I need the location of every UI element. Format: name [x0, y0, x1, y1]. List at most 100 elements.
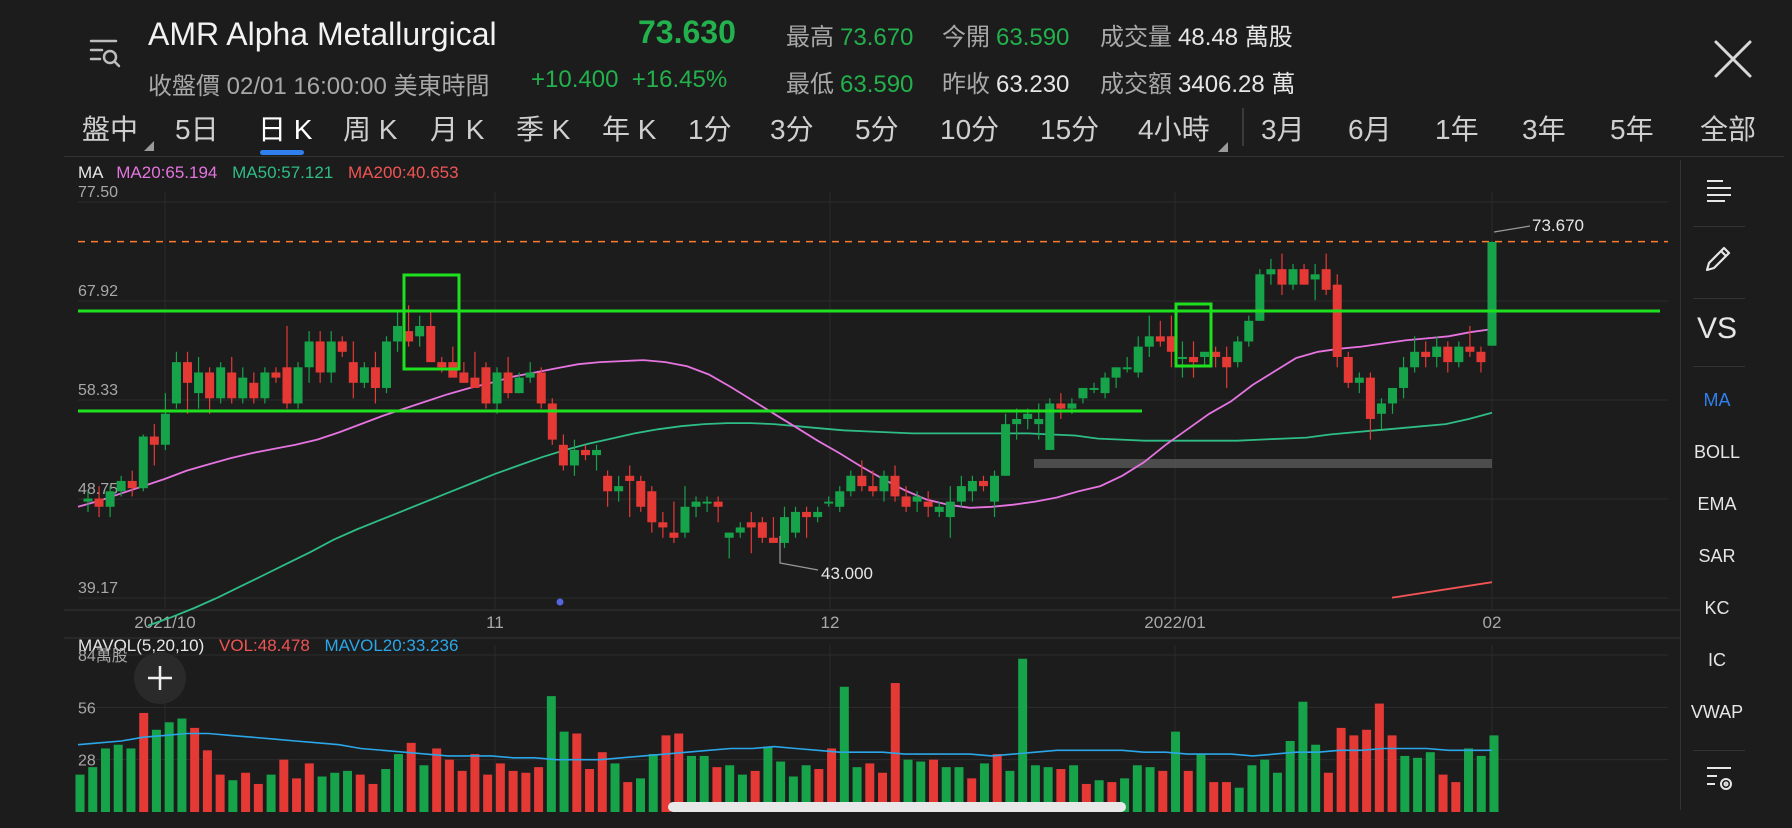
tab-16[interactable]: 3年 [1522, 114, 1566, 145]
candle-body [415, 325, 425, 337]
add-indicator-button[interactable] [134, 652, 186, 704]
candle-body [1089, 387, 1099, 390]
tab-18[interactable]: 全部 [1700, 114, 1757, 145]
tab-1[interactable]: 5日 [175, 114, 219, 145]
ma50-line [147, 411, 1493, 627]
indicator-sar[interactable]: SAR [1698, 546, 1736, 566]
candle-body [614, 486, 624, 492]
volume-bar [1362, 729, 1372, 812]
volume-bar [712, 767, 722, 812]
volume-bar [381, 769, 391, 812]
indicator-vwap[interactable]: VWAP [1690, 702, 1744, 722]
tab-12[interactable]: 4小時 [1138, 114, 1210, 145]
tab-7[interactable]: 1分 [688, 114, 732, 145]
candle-body [580, 449, 590, 456]
candle-body [238, 377, 248, 399]
volume-bar [585, 769, 595, 812]
volume-bar [1234, 787, 1244, 812]
candle-body [249, 382, 259, 399]
candle-body [603, 475, 613, 492]
indicator-ma[interactable]: MA [1703, 390, 1731, 410]
tab-17[interactable]: 5年 [1610, 114, 1654, 145]
stock-search-menu-icon[interactable] [88, 36, 122, 70]
candle-body [337, 341, 347, 352]
indicator-ic[interactable]: IC [1708, 650, 1726, 670]
candle-body [459, 372, 469, 383]
volume-bar [1311, 744, 1321, 812]
volume-bar [928, 759, 938, 812]
close-icon[interactable] [1712, 38, 1754, 80]
low-price-annotation: 43.000 [821, 564, 873, 583]
ma200-line [1391, 581, 1493, 599]
volume-bar [432, 748, 442, 812]
candle-body [691, 501, 701, 507]
candle-body [437, 362, 447, 368]
vol-legend: VOL:48.478 [219, 636, 310, 655]
tab-15[interactable]: 1年 [1435, 114, 1479, 145]
tab-14[interactable]: 6月 [1348, 114, 1392, 145]
candle-body [1321, 269, 1331, 290]
tab-2[interactable]: 日 K [258, 114, 313, 145]
volume-bar [279, 759, 289, 812]
candle-body [149, 436, 159, 445]
tab-11[interactable]: 15分 [1040, 114, 1100, 145]
candle-body [945, 501, 955, 518]
candle-body [348, 362, 358, 383]
tab-9[interactable]: 5分 [855, 114, 899, 145]
tab-0[interactable]: 盤中 [82, 114, 139, 145]
volume-bar [355, 774, 365, 812]
volume-bar [814, 769, 824, 812]
candle-body [990, 475, 1000, 502]
candle-body [967, 480, 977, 492]
plus-icon [148, 666, 172, 690]
candle-body [138, 436, 148, 489]
menu-lines-icon[interactable] [1705, 178, 1733, 202]
volume-bar [1171, 731, 1181, 812]
date-tick-label: 2022/01 [1144, 613, 1205, 632]
candle-body [1189, 356, 1199, 363]
candle-body [1266, 269, 1276, 275]
tab-3[interactable]: 周 K [343, 114, 398, 145]
tab-8[interactable]: 3分 [770, 114, 814, 145]
tab-13[interactable]: 3月 [1261, 114, 1305, 145]
chart-settings-icon[interactable] [1705, 764, 1735, 794]
volume-bar [292, 778, 302, 812]
range-bar [1034, 459, 1492, 468]
tab-4[interactable]: 月 K [430, 114, 485, 145]
ma20-legend: MA20:65.194 [116, 163, 218, 182]
candle-body [669, 532, 679, 538]
pencil-icon[interactable] [1703, 244, 1733, 274]
volume-bar [559, 731, 569, 812]
volume-bar [979, 763, 989, 812]
tab-10[interactable]: 10分 [940, 114, 1000, 145]
candle-body [1023, 413, 1033, 419]
volume-bar [419, 765, 429, 812]
price-tick-label: 77.50 [78, 184, 118, 201]
candle-body [116, 480, 126, 492]
tab-5[interactable]: 季 K [516, 114, 571, 145]
tab-6[interactable]: 年 K [602, 114, 657, 145]
candle-body [160, 413, 170, 445]
candle-body [956, 486, 966, 502]
volume-bar [661, 735, 671, 812]
stat-volume: 成交量 48.48 萬股 [1100, 24, 1293, 51]
volume-bar [788, 776, 798, 812]
indicator-kc[interactable]: KC [1704, 598, 1730, 618]
candle-body [1144, 336, 1154, 347]
home-indicator [668, 802, 1126, 812]
high-price-annotation: 73.670 [1532, 216, 1584, 235]
volume-bar [1209, 782, 1219, 812]
indicator-boll[interactable]: BOLL [1693, 442, 1741, 462]
volume-bar [190, 727, 200, 812]
price-tick-label: 67.92 [78, 283, 118, 300]
candle-body [569, 449, 579, 466]
sidebar-divider [1693, 750, 1745, 751]
indicator-ema[interactable]: EMA [1697, 494, 1737, 514]
ma20-line [77, 328, 1493, 509]
candle-body [503, 372, 513, 394]
candle-body [1399, 367, 1409, 388]
vs-compare-button[interactable]: VS [1696, 312, 1738, 345]
volume-bar [1107, 782, 1117, 812]
volume-bar [546, 696, 556, 812]
